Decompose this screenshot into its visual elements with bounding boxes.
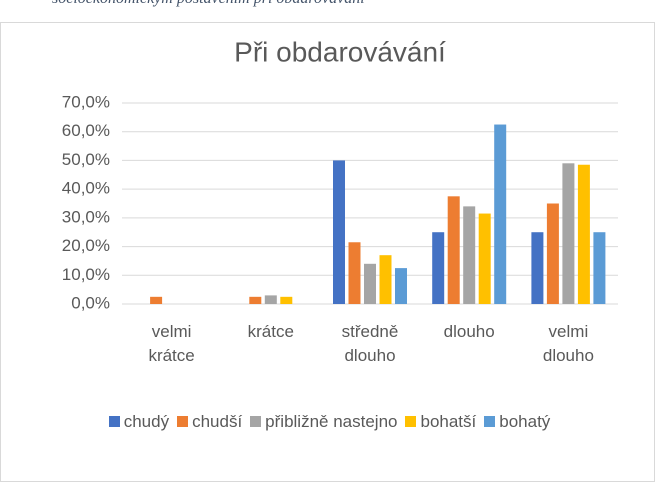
chart: Při obdarovávání 0,0% 10,0% 20,0% 30,0% 40,0… [62,36,618,312]
bar [364,263,376,304]
bar [593,232,606,304]
bar [150,296,163,304]
legend-label: bohatší [420,412,477,431]
y-tick-label: 50,0% [62,150,110,169]
bar [562,163,575,304]
legend-item: chudší [177,412,242,432]
legend-item: chudý [108,412,170,432]
x-tick-label: velmi dlouho [542,322,594,365]
legend-label: chudý [123,412,170,431]
bar [379,255,392,304]
y-tick-label: 10,0% [62,265,110,284]
x-tick-label: středně dlouho [341,322,399,365]
y-tick-label: 60,0% [62,121,110,140]
bar [494,124,507,305]
bar [463,206,476,304]
bar [531,232,544,304]
bar [333,160,345,304]
bar [249,296,262,304]
legend-item: přibližně nastejno [250,412,397,432]
x-tick-label: krátce [247,322,294,341]
bar [280,296,293,304]
y-tick-label: 70,0% [62,92,110,111]
legend-label: bohatý [499,412,551,431]
y-tick-label: 20,0% [62,236,110,255]
chart-title: Při obdarovávání [234,36,446,67]
bar [546,203,559,304]
legend-label: přibližně nastejno [265,412,398,431]
bar [478,213,491,304]
legend-swatch [108,416,120,427]
bar [395,268,407,304]
legend-swatch [250,416,262,427]
x-tick-label: dlouho [443,322,495,341]
bar [432,232,445,304]
x-tick-label: velmi krátce [148,322,195,365]
legend-label: chudší [192,412,243,431]
legend-swatch [484,416,496,427]
legend-item: bohatý [484,412,550,432]
bar [447,196,460,304]
legend-item: bohatší [405,412,476,432]
bar [264,295,277,304]
legend-swatch [405,416,417,427]
bar [577,164,590,304]
y-tick-label: 0,0% [71,293,110,312]
legend-swatch [177,416,189,427]
y-tick-label: 40,0% [62,179,110,198]
caption: socioekonomickým postavením při obdarová… [52,0,365,8]
legend: chudý chudší přibližně nastejno bohatší boha… [0,412,659,432]
y-tick-label: 30,0% [62,207,110,226]
bar [348,242,361,304]
